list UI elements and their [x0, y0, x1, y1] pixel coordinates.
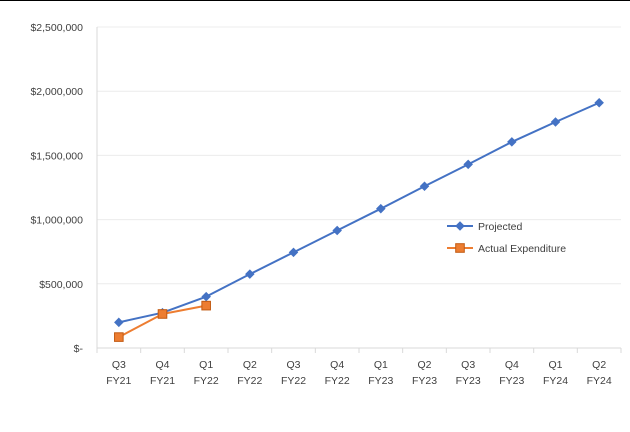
x-tick-label: FY22 — [237, 375, 262, 387]
series-1 — [115, 301, 211, 341]
legend-label: Projected — [478, 221, 523, 233]
x-tick-label: Q2 — [417, 359, 431, 371]
data-point — [202, 292, 210, 300]
data-point — [333, 226, 341, 234]
x-tick-label: FY22 — [194, 375, 219, 387]
legend-marker — [456, 244, 465, 253]
data-point — [202, 301, 211, 310]
y-tick-label: $2,000,000 — [30, 86, 83, 98]
x-tick-label: Q3 — [461, 359, 475, 371]
x-tick-label: FY23 — [499, 375, 524, 387]
x-tick-label: Q3 — [286, 359, 300, 371]
x-tick-label: Q1 — [374, 359, 388, 371]
legend-label: Actual Expenditure — [478, 243, 566, 255]
y-axis: $- $500,000 $1,000,000 $1,500,000 $2,000,000… — [30, 22, 97, 355]
x-tick-label: Q4 — [330, 359, 344, 371]
y-tick-label: $1,000,000 — [30, 215, 83, 227]
data-point — [158, 310, 167, 319]
data-point — [508, 138, 516, 146]
y-tick-label: $2,500,000 — [30, 22, 83, 34]
x-tick-label: FY22 — [325, 375, 350, 387]
x-tick-label: FY23 — [412, 375, 437, 387]
data-point — [246, 270, 254, 278]
series-line — [119, 103, 599, 323]
data-point — [420, 182, 428, 190]
x-axis: Q3 FY21 Q4 FY21 Q1 FY22 Q2 FY22 Q3 FY22 Q4 FY22 Q1 FY… — [97, 348, 621, 387]
legend-item: Projected — [447, 221, 523, 233]
x-tick-label: Q2 — [592, 359, 606, 371]
x-tick-label: Q3 — [112, 359, 126, 371]
x-tick-label: FY21 — [106, 375, 131, 387]
x-tick-label: Q4 — [505, 359, 519, 371]
x-tick-label: FY23 — [368, 375, 393, 387]
x-tick-label: Q2 — [243, 359, 257, 371]
y-tick-label: $- — [74, 343, 84, 355]
data-point — [551, 118, 559, 126]
legend-item: Actual Expenditure — [447, 243, 566, 255]
legend: Projected Actual Expenditure — [447, 221, 566, 255]
series-0 — [115, 99, 604, 327]
x-tick-label: Q1 — [548, 359, 562, 371]
data-point — [377, 204, 385, 212]
legend-marker — [456, 222, 464, 230]
x-tick-label: FY24 — [587, 375, 612, 387]
data-point — [595, 99, 603, 107]
data-point — [115, 333, 124, 342]
data-point — [289, 248, 297, 256]
x-tick-label: FY21 — [150, 375, 175, 387]
y-tick-label: $500,000 — [39, 279, 83, 291]
x-tick-label: Q1 — [199, 359, 213, 371]
x-tick-label: FY22 — [281, 375, 306, 387]
x-tick-label: Q4 — [155, 359, 169, 371]
y-tick-label: $1,500,000 — [30, 150, 83, 162]
x-tick-label: FY24 — [543, 375, 568, 387]
data-point — [464, 160, 472, 168]
data-point — [115, 318, 123, 326]
x-tick-label: FY23 — [456, 375, 481, 387]
